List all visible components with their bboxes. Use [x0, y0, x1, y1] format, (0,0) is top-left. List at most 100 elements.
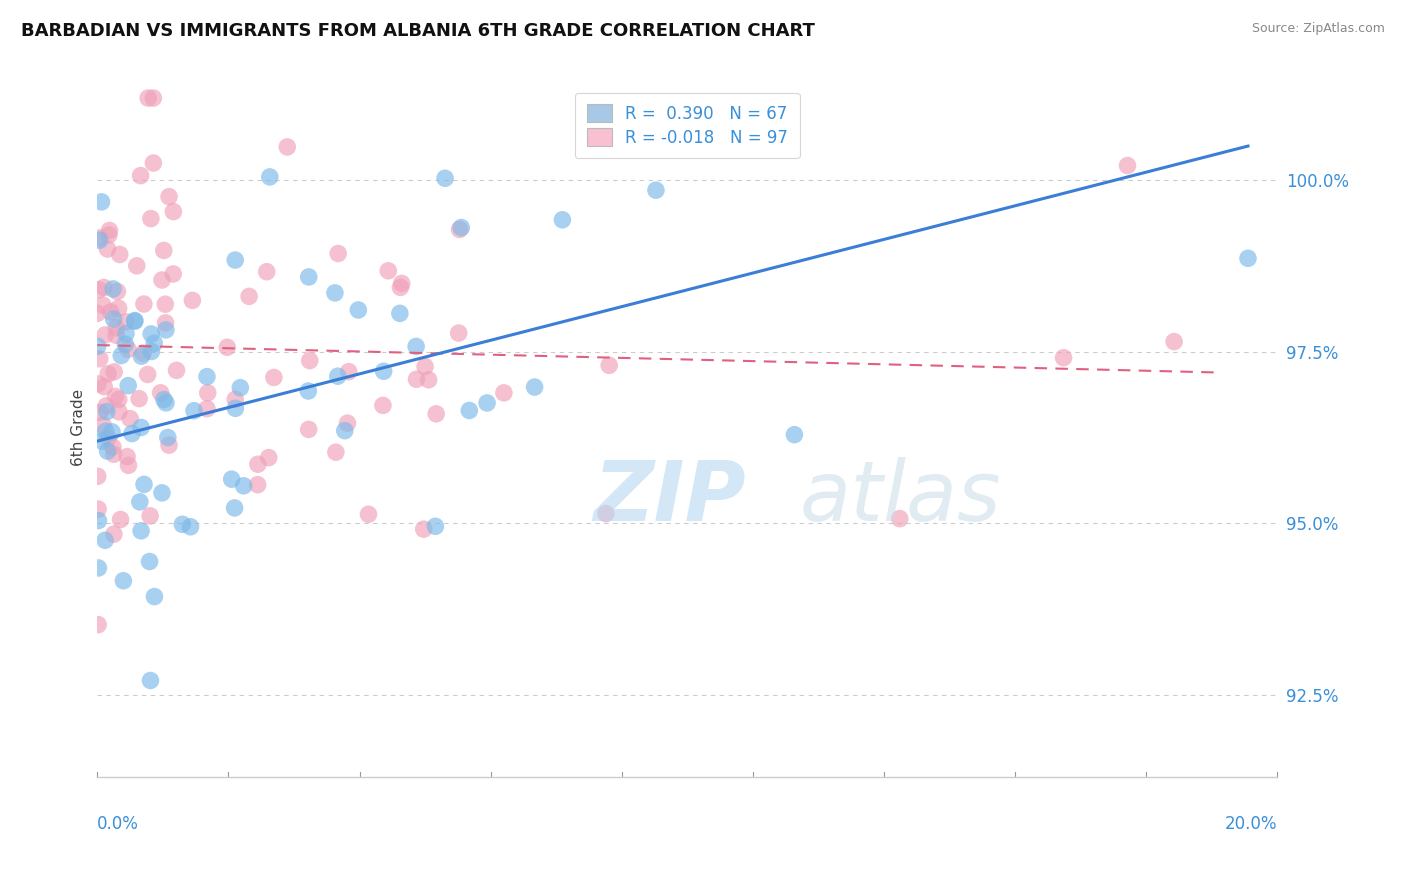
Point — [336, 416, 359, 430]
Point — [108, 405, 131, 419]
Text: 0.0%: 0.0% — [97, 815, 139, 833]
Point — [89, 405, 111, 419]
Point — [153, 244, 176, 258]
Point — [256, 265, 278, 279]
Point — [492, 385, 515, 400]
Point — [89, 231, 111, 245]
Point — [91, 298, 114, 312]
Point — [413, 359, 436, 374]
Y-axis label: 6th Grade: 6th Grade — [72, 389, 86, 466]
Point — [232, 479, 254, 493]
Point — [224, 401, 246, 416]
Point — [112, 574, 135, 588]
Point — [298, 353, 321, 368]
Point — [371, 398, 394, 412]
Point — [143, 590, 166, 604]
Point — [103, 447, 125, 461]
Point — [1052, 351, 1074, 365]
Point — [1237, 252, 1260, 266]
Point — [141, 326, 163, 341]
Point — [101, 440, 124, 454]
Point — [91, 434, 114, 448]
Point — [405, 339, 427, 353]
Point — [97, 227, 120, 242]
Point — [172, 517, 194, 532]
Point — [117, 378, 139, 392]
Point — [328, 246, 350, 260]
Text: BARBADIAN VS IMMIGRANTS FROM ALBANIA 6TH GRADE CORRELATION CHART: BARBADIAN VS IMMIGRANTS FROM ALBANIA 6TH… — [21, 22, 815, 40]
Point — [110, 512, 132, 526]
Point — [86, 306, 108, 320]
Point — [357, 508, 380, 522]
Text: 20.0%: 20.0% — [1225, 815, 1278, 833]
Point — [325, 445, 347, 459]
Point — [136, 368, 159, 382]
Point — [150, 273, 173, 287]
Point — [96, 444, 118, 458]
Point — [98, 223, 121, 237]
Point — [96, 399, 118, 413]
Point — [412, 522, 434, 536]
Point — [97, 367, 120, 381]
Point — [87, 376, 110, 391]
Point — [425, 519, 447, 533]
Point — [347, 303, 370, 318]
Point — [162, 204, 184, 219]
Point — [389, 280, 412, 294]
Point — [105, 321, 128, 335]
Point — [143, 336, 166, 351]
Point — [155, 396, 177, 410]
Point — [128, 495, 150, 509]
Point — [103, 312, 125, 326]
Point — [97, 431, 120, 445]
Point — [103, 527, 125, 541]
Point — [115, 315, 138, 329]
Point — [87, 617, 110, 632]
Point — [87, 514, 110, 528]
Point — [124, 313, 146, 327]
Point — [149, 385, 172, 400]
Point — [110, 349, 132, 363]
Point — [217, 340, 239, 354]
Point — [418, 373, 440, 387]
Point — [183, 403, 205, 417]
Point — [323, 285, 346, 300]
Point — [257, 450, 280, 465]
Point — [105, 328, 128, 343]
Point — [107, 392, 129, 407]
Point — [103, 365, 125, 379]
Point — [120, 411, 142, 425]
Point — [124, 314, 146, 328]
Point — [162, 267, 184, 281]
Point — [388, 306, 411, 320]
Point — [139, 211, 162, 226]
Point — [551, 212, 574, 227]
Point — [101, 425, 124, 439]
Point — [224, 392, 246, 407]
Point — [595, 507, 617, 521]
Point — [197, 385, 219, 400]
Point — [405, 372, 427, 386]
Point — [155, 323, 177, 337]
Point — [475, 396, 498, 410]
Point — [391, 277, 413, 291]
Point — [645, 183, 668, 197]
Point — [1116, 159, 1139, 173]
Point — [156, 430, 179, 444]
Point — [889, 511, 911, 525]
Point — [87, 561, 110, 575]
Point — [87, 502, 110, 516]
Point — [166, 363, 188, 377]
Point — [86, 339, 108, 353]
Point — [224, 253, 246, 268]
Point — [179, 520, 201, 534]
Point — [229, 381, 252, 395]
Point — [373, 364, 395, 378]
Point — [129, 169, 152, 183]
Point — [246, 477, 269, 491]
Point — [195, 369, 218, 384]
Point — [141, 344, 163, 359]
Point — [263, 370, 285, 384]
Point — [101, 282, 124, 296]
Point — [333, 424, 356, 438]
